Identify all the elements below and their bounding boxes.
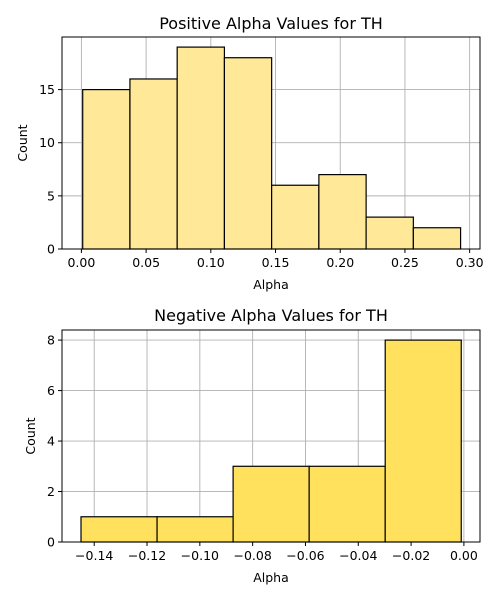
- histogram-bar: [82, 89, 131, 250]
- histogram-bar: [318, 174, 367, 250]
- y-tick-label: 0: [47, 242, 55, 257]
- y-tick-label: 15: [39, 82, 55, 97]
- histogram-bar: [232, 465, 310, 543]
- x-tick-label: −0.04: [339, 548, 377, 563]
- y-tick-label: 10: [39, 135, 55, 150]
- x-tick-label: 0.00: [450, 548, 478, 563]
- histogram-bar: [80, 516, 158, 543]
- y-tick-label: 5: [47, 188, 55, 203]
- negative-alpha-chart: Negative Alpha Values for TH −0.14 −0.12−…: [23, 306, 481, 585]
- x-tick-label: −0.14: [75, 548, 113, 563]
- y-tick-label: 2: [47, 484, 55, 499]
- x-tick-label: −0.02: [392, 548, 430, 563]
- y-tick-label: 0: [47, 535, 55, 550]
- x-tick-label: −0.10: [181, 548, 219, 563]
- x-tick-label: 0.30: [456, 255, 484, 270]
- histogram-bar: [365, 216, 414, 250]
- x-tick-label: 0.05: [132, 255, 160, 270]
- positive-alpha-chart: Positive Alpha Values for TH 0.00 0.05 0.1…: [15, 14, 484, 292]
- y-tick-label: 8: [47, 333, 55, 348]
- histogram-bar: [176, 46, 226, 250]
- bars: [80, 339, 462, 543]
- x-tick-label: −0.08: [233, 548, 271, 563]
- x-axis-label: Alpha: [253, 277, 289, 292]
- x-ticks: 0.00 0.05 0.10 0.15 0.20 0.25 0.30: [67, 249, 484, 270]
- histogram-bar: [308, 465, 386, 543]
- x-tick-label: 0.25: [391, 255, 419, 270]
- x-tick-label: 0.00: [67, 255, 95, 270]
- y-ticks: 0 2 4 6 8: [47, 333, 62, 550]
- x-tick-label: −0.06: [286, 548, 324, 563]
- histogram-bar: [129, 78, 178, 250]
- histogram-bar: [412, 227, 462, 250]
- histogram-bar: [271, 184, 320, 250]
- bars: [82, 46, 462, 250]
- histogram-bar: [156, 516, 234, 543]
- x-tick-label: 0.10: [197, 255, 225, 270]
- chart-title: Positive Alpha Values for TH: [159, 14, 383, 33]
- histogram-bar: [223, 57, 273, 250]
- chart-title: Negative Alpha Values for TH: [154, 306, 388, 325]
- plot-frame: [61, 329, 481, 543]
- y-tick-label: 4: [47, 434, 55, 449]
- y-axis-label: Count: [23, 417, 38, 454]
- histogram-bar: [384, 339, 462, 543]
- y-axis-label: Count: [15, 124, 30, 161]
- x-tick-label: 0.20: [326, 255, 354, 270]
- x-axis-label: Alpha: [253, 570, 289, 585]
- x-ticks: −0.14 −0.12 −0.10 −0.08 −0.06 −0.04 −0.02 0.00: [75, 542, 478, 563]
- y-tick-label: 6: [47, 383, 55, 398]
- y-ticks: 0 5 10 15: [39, 82, 62, 257]
- axes-frame: [61, 329, 481, 543]
- x-tick-label: −0.12: [128, 548, 166, 563]
- x-tick-label: 0.15: [262, 255, 290, 270]
